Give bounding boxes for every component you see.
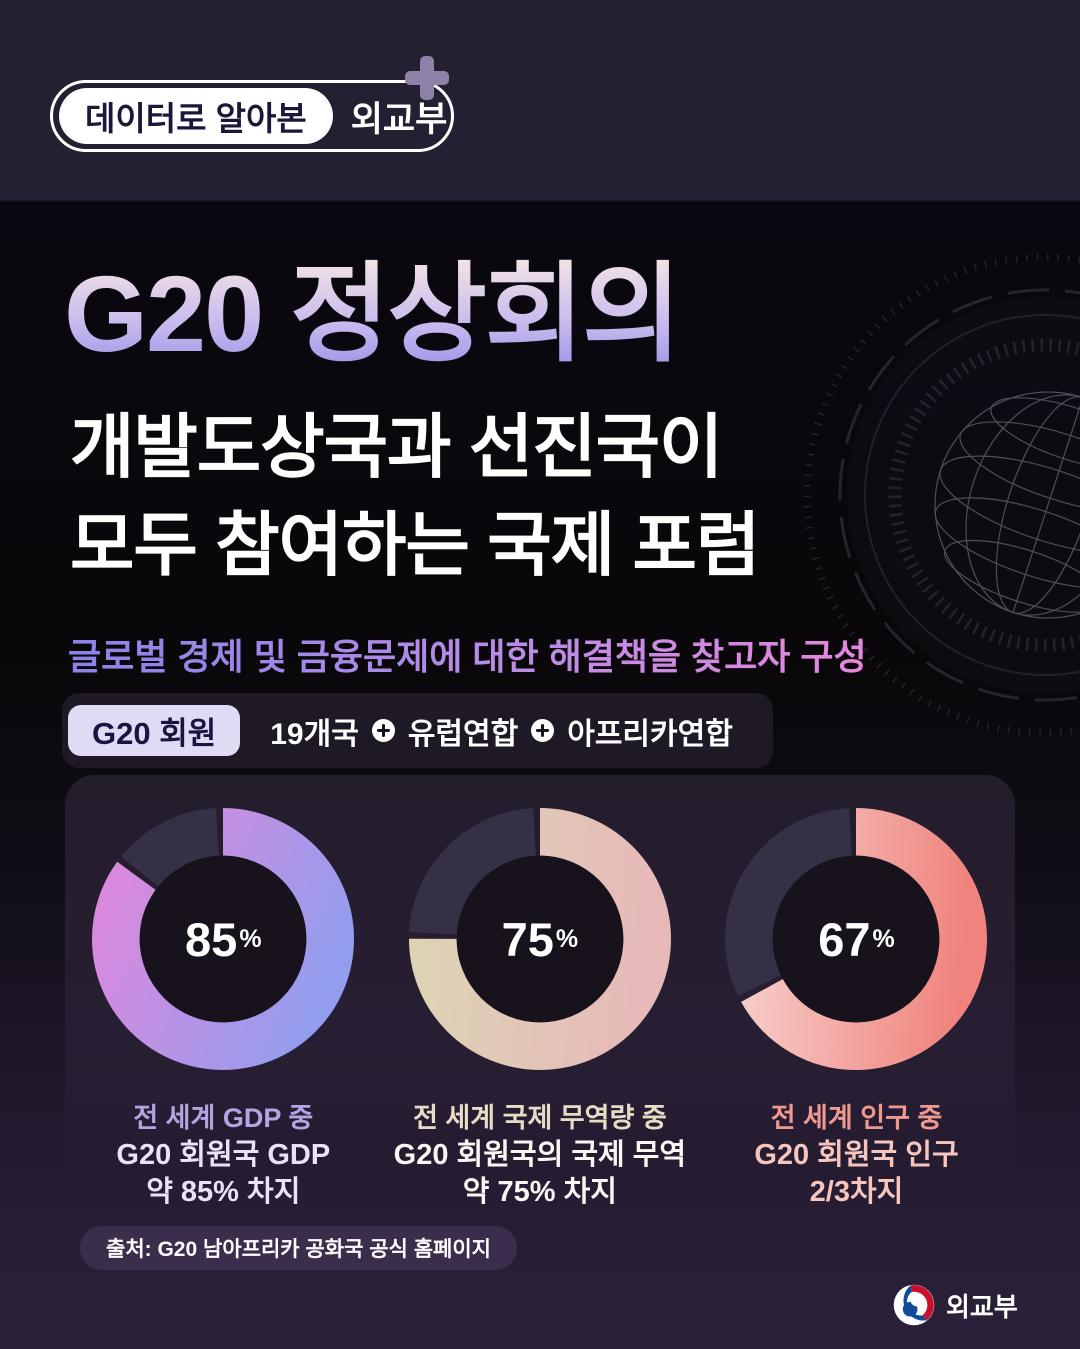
chart-caption-line: 2/3차지 (809, 1176, 904, 1208)
globe-wireframe-graphic (803, 253, 1080, 737)
donut-chart (725, 808, 988, 1070)
header-badge-label: 데이터로 알아본 (59, 88, 333, 144)
stats-card: 85% 전 세계 GDP 중 G20 회원국 GDP 약 85% 차지 (65, 775, 1015, 1210)
chart-caption: 전 세계 GDP 중 G20 회원국 GDP 약 85% 차지 (65, 1100, 382, 1211)
plus-circle-icon (371, 719, 395, 742)
member-item: 유럽연합 (407, 717, 519, 751)
donut-value-number: 75 (501, 912, 554, 966)
donut-chart-trade: 75% (408, 808, 671, 1070)
percent-sign: % (872, 924, 895, 953)
korea-gov-emblem-icon (893, 1284, 935, 1326)
chart-gdp: 85% 전 세계 GDP 중 G20 회원국 GDP 약 85% 차지 (65, 775, 382, 1210)
header-badge: 데이터로 알아본 외교부 (50, 80, 454, 152)
members-items: 19개국 유럽연합 아프리카연합 (240, 709, 767, 753)
plus-icon (405, 56, 449, 100)
donut-value: 85% (92, 808, 354, 1070)
main-title: G20 정상회의 (64, 248, 682, 380)
donut-chart (408, 808, 671, 1070)
chart-caption-line: G20 회원국 인구 (754, 1139, 959, 1171)
footer-logo: 외교부 (893, 1284, 1018, 1326)
donut-value-number: 85 (185, 912, 238, 966)
donut-chart-population: 67% (725, 808, 988, 1070)
subtitle: 개발도상국과 선진국이 모두 참여하는 국제 포럼 (70, 398, 760, 594)
chart-caption-line: 약 75% 차지 (462, 1176, 617, 1208)
chart-trade: 75% 전 세계 국제 무역량 중 G20 회원국의 국제 무역 약 75% 차… (382, 775, 699, 1210)
donut-chart-gdp: 85% (92, 808, 355, 1070)
subtitle-line-2: 모두 참여하는 국제 포럼 (70, 506, 760, 584)
chart-caption-line: 약 85% 차지 (146, 1176, 301, 1208)
plus-circle-icon (531, 719, 555, 742)
member-item: 아프리카연합 (567, 717, 733, 751)
chart-caption: 전 세계 국제 무역량 중 G20 회원국의 국제 무역 약 75% 차지 (382, 1100, 699, 1211)
chart-caption-line: G20 회원국 GDP (116, 1139, 331, 1171)
chart-caption-line: 전 세계 인구 중 (770, 1103, 943, 1133)
members-badge: G20 회원 (68, 705, 241, 756)
footer-org-name: 외교부 (946, 1291, 1018, 1322)
donut-value: 75% (409, 808, 671, 1070)
subtitle-line-1: 개발도상국과 선진국이 (70, 408, 723, 486)
percent-sign: % (555, 924, 579, 953)
header-badge-org: 외교부 (350, 99, 448, 139)
member-item: 19개국 (270, 717, 359, 751)
description-text: 글로벌 경제 및 금융문제에 대한 해결책을 찾고자 구성 (68, 628, 867, 680)
members-bar: G20 회원 19개국 유럽연합 아프리카연합 (62, 693, 773, 768)
chart-caption-line: 전 세계 국제 무역량 중 (413, 1103, 667, 1133)
percent-sign: % (239, 924, 262, 953)
chart-caption-line: G20 회원국의 국제 무역 (393, 1139, 687, 1171)
donut-chart (92, 808, 355, 1070)
chart-caption-line: 전 세계 GDP 중 (133, 1103, 314, 1133)
donut-value: 67% (725, 808, 987, 1070)
chart-population: 67% 전 세계 인구 중 G20 회원국 인구 2/3차지 (698, 775, 1015, 1210)
source-badge: 출처: G20 남아프리카 공화국 공식 홈페이지 (80, 1226, 517, 1270)
donut-value-number: 67 (818, 912, 871, 966)
chart-caption: 전 세계 인구 중 G20 회원국 인구 2/3차지 (698, 1100, 1015, 1211)
